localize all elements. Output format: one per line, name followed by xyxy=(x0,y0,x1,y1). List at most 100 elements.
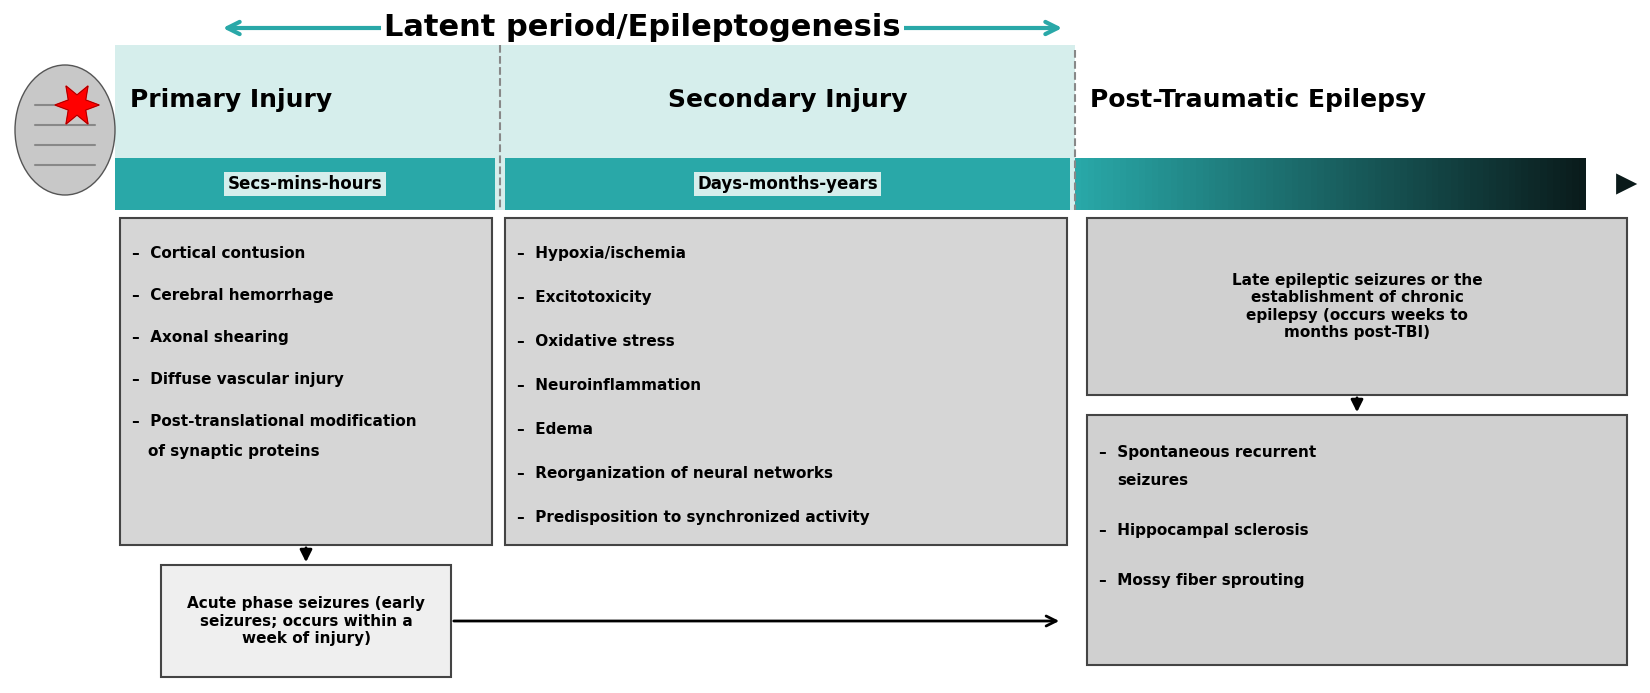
Bar xyxy=(1388,158,1394,210)
Ellipse shape xyxy=(15,65,116,195)
Bar xyxy=(1450,158,1459,210)
Bar xyxy=(1165,158,1171,210)
Bar xyxy=(1439,158,1445,210)
Text: seizures: seizures xyxy=(1117,473,1188,488)
Text: –  Spontaneous recurrent: – Spontaneous recurrent xyxy=(1099,445,1317,460)
Bar xyxy=(1566,158,1572,210)
FancyBboxPatch shape xyxy=(162,565,450,677)
FancyBboxPatch shape xyxy=(116,45,1076,210)
Bar xyxy=(1559,158,1568,210)
Text: –  Reorganization of neural networks: – Reorganization of neural networks xyxy=(516,466,833,481)
Bar xyxy=(1234,158,1242,210)
Bar xyxy=(1107,158,1114,210)
FancyBboxPatch shape xyxy=(1087,218,1627,395)
Bar xyxy=(1361,158,1370,210)
Bar xyxy=(1114,158,1120,210)
Bar xyxy=(1432,158,1439,210)
Bar xyxy=(1272,158,1280,210)
Text: –  Predisposition to synchronized activity: – Predisposition to synchronized activit… xyxy=(516,510,870,525)
Bar xyxy=(1221,158,1229,210)
Bar xyxy=(1546,158,1554,210)
Bar xyxy=(1138,158,1147,210)
Bar xyxy=(1087,158,1096,210)
Bar xyxy=(1285,158,1292,210)
Bar xyxy=(1152,158,1158,210)
Text: –  Cortical contusion: – Cortical contusion xyxy=(132,246,305,261)
Text: Secs-mins-hours: Secs-mins-hours xyxy=(228,175,383,193)
Bar xyxy=(1203,158,1209,210)
Bar xyxy=(116,158,495,210)
Bar xyxy=(1464,158,1472,210)
Bar xyxy=(1241,158,1247,210)
Bar xyxy=(1190,158,1198,210)
Bar xyxy=(1196,158,1203,210)
Bar xyxy=(1368,158,1376,210)
Bar xyxy=(1170,158,1178,210)
Bar xyxy=(1445,158,1452,210)
Bar xyxy=(1508,158,1516,210)
Text: –  Edema: – Edema xyxy=(516,422,592,437)
Bar xyxy=(1254,158,1261,210)
Bar xyxy=(1572,158,1579,210)
Bar xyxy=(1176,158,1185,210)
Bar xyxy=(1343,158,1350,210)
Bar xyxy=(1317,158,1325,210)
Text: Primary Injury: Primary Injury xyxy=(130,88,332,112)
Bar xyxy=(1216,158,1223,210)
Text: of synaptic proteins: of synaptic proteins xyxy=(148,444,320,459)
FancyBboxPatch shape xyxy=(505,218,1068,545)
Bar xyxy=(1515,158,1523,210)
Bar xyxy=(1292,158,1299,210)
Bar xyxy=(1209,158,1216,210)
Polygon shape xyxy=(54,86,99,124)
Bar xyxy=(1497,158,1503,210)
Bar xyxy=(1553,158,1561,210)
Bar xyxy=(1101,158,1107,210)
Bar xyxy=(1521,158,1528,210)
Bar xyxy=(1470,158,1478,210)
Bar xyxy=(1228,158,1236,210)
Text: –  Oxidative stress: – Oxidative stress xyxy=(516,334,675,349)
Bar xyxy=(1132,158,1140,210)
Bar xyxy=(1412,158,1421,210)
Bar xyxy=(1266,158,1274,210)
Bar xyxy=(1305,158,1312,210)
Text: –  Post-translational modification: – Post-translational modification xyxy=(132,414,416,429)
Bar xyxy=(1323,158,1332,210)
Bar xyxy=(1406,158,1414,210)
Text: –  Hippocampal sclerosis: – Hippocampal sclerosis xyxy=(1099,523,1308,538)
Bar xyxy=(1490,158,1497,210)
Bar xyxy=(1336,158,1343,210)
Text: –  Axonal shearing: – Axonal shearing xyxy=(132,330,289,345)
Text: –  Hypoxia/ischemia: – Hypoxia/ischemia xyxy=(516,246,686,261)
Bar xyxy=(1081,158,1089,210)
Text: –  Excitotoxicity: – Excitotoxicity xyxy=(516,290,652,305)
Bar xyxy=(1145,158,1152,210)
Text: –  Mossy fiber sprouting: – Mossy fiber sprouting xyxy=(1099,573,1305,588)
Bar xyxy=(1279,158,1287,210)
Bar xyxy=(1483,158,1490,210)
Bar xyxy=(1457,158,1465,210)
Bar xyxy=(1350,158,1356,210)
Bar xyxy=(1541,158,1548,210)
Bar xyxy=(1310,158,1318,210)
Bar xyxy=(1579,158,1586,210)
Bar xyxy=(1401,158,1407,210)
Bar xyxy=(1247,158,1254,210)
Bar xyxy=(1477,158,1483,210)
Text: –  Diffuse vascular injury: – Diffuse vascular injury xyxy=(132,372,343,387)
Bar xyxy=(1076,158,1082,210)
Bar xyxy=(1125,158,1134,210)
Bar xyxy=(1356,158,1363,210)
Bar xyxy=(1426,158,1432,210)
Bar xyxy=(1534,158,1541,210)
Text: Late epileptic seizures or the
establishment of chronic
epilepsy (occurs weeks t: Late epileptic seizures or the establish… xyxy=(1231,273,1482,340)
Bar xyxy=(1374,158,1383,210)
Bar xyxy=(1330,158,1338,210)
Text: –  Cerebral hemorrhage: – Cerebral hemorrhage xyxy=(132,288,333,303)
Bar xyxy=(1394,158,1401,210)
FancyBboxPatch shape xyxy=(1087,415,1627,665)
Text: Days-months-years: Days-months-years xyxy=(698,175,878,193)
Bar xyxy=(1502,158,1510,210)
Text: Secondary Injury: Secondary Injury xyxy=(668,88,908,112)
